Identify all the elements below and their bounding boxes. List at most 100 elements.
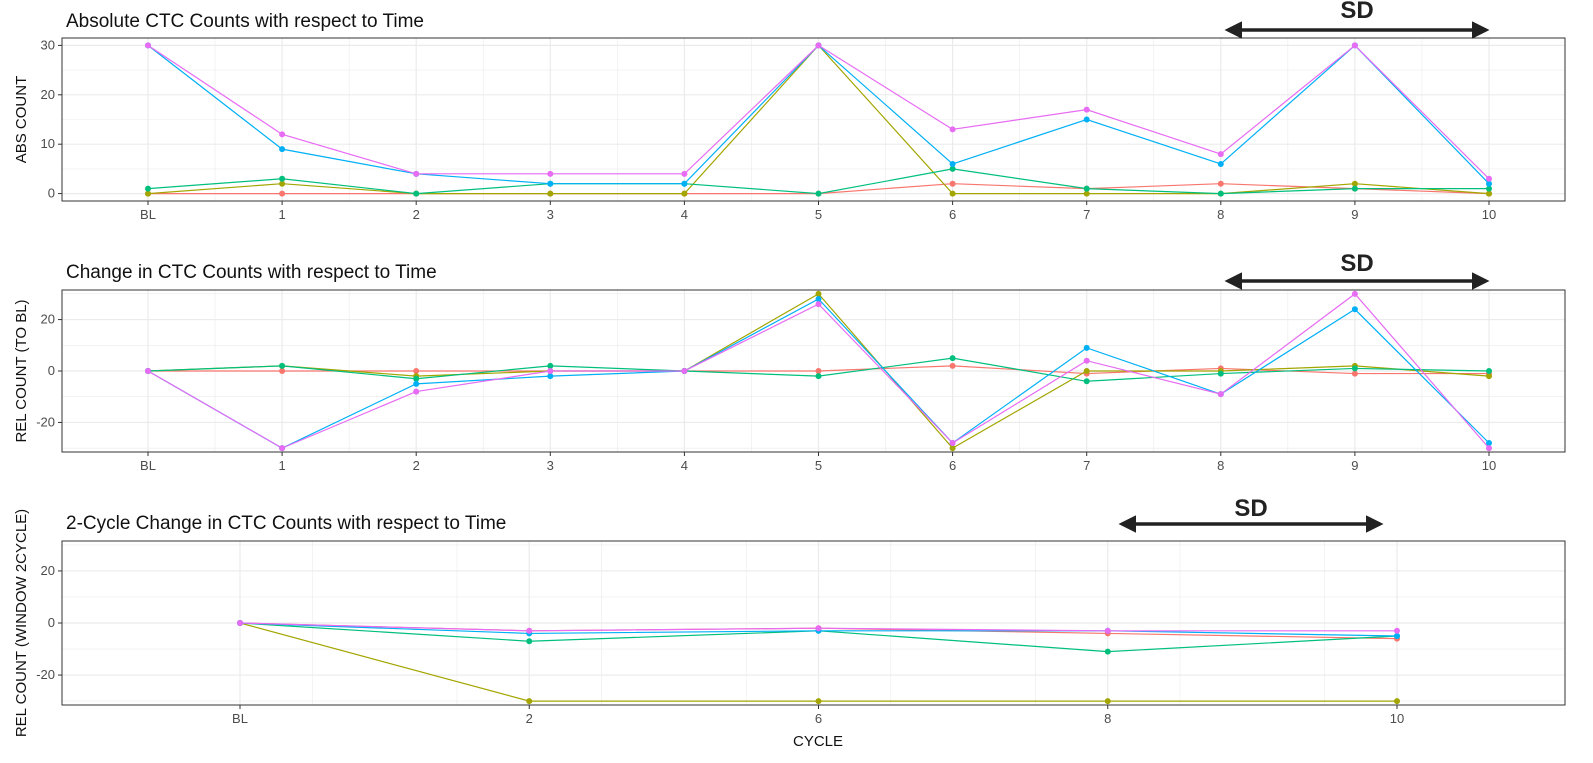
x-tick-label: 6 <box>815 711 822 726</box>
x-tick-label: 7 <box>1083 207 1090 222</box>
data-point <box>1486 445 1492 452</box>
data-point <box>815 625 822 632</box>
data-point <box>413 190 420 197</box>
data-point <box>279 190 286 197</box>
data-point <box>949 362 956 369</box>
chart-panel-1: 0 10 20 30 BL 1 2 3 4 5 6 7 8 9 10 Absolute CTC Counts … <box>13 0 1566 222</box>
x-tick-label: 1 <box>278 458 285 473</box>
data-point <box>815 190 822 197</box>
data-point <box>145 42 151 49</box>
chart-title: 2-Cycle Change in CTC Counts with respec… <box>66 513 506 534</box>
data-point <box>681 368 688 374</box>
data-point <box>1351 290 1358 297</box>
data-point <box>547 368 554 374</box>
data-point <box>1351 42 1358 49</box>
y-tick-label: 30 <box>41 37 55 52</box>
x-tick-label: 8 <box>1217 207 1224 222</box>
y-tick-label: -20 <box>36 667 55 682</box>
data-point <box>145 368 151 374</box>
chart-title: Change in CTC Counts with respect to Tim… <box>66 262 437 283</box>
data-point <box>1083 378 1090 385</box>
x-tick-label: 10 <box>1482 207 1496 222</box>
data-point <box>279 131 286 138</box>
data-point <box>1217 391 1224 398</box>
data-point <box>949 355 956 362</box>
data-point <box>413 375 420 382</box>
chart-panel-3: -20 0 20 BL 2 6 8 10 2-Cycle Change in CTC Count… <box>13 495 1566 737</box>
data-point <box>1486 175 1492 182</box>
x-tick-label: 8 <box>1104 711 1111 726</box>
data-point <box>681 180 688 187</box>
data-point <box>949 165 956 172</box>
data-point <box>815 373 822 380</box>
data-point <box>526 627 533 634</box>
data-point <box>1486 373 1492 380</box>
data-point <box>1217 370 1224 377</box>
data-point <box>1083 368 1090 374</box>
data-point <box>949 440 956 446</box>
data-point <box>1486 440 1492 446</box>
panel-border <box>61 37 1566 202</box>
data-point <box>1394 698 1400 705</box>
data-point <box>526 638 533 645</box>
data-point <box>1351 365 1358 372</box>
data-point <box>949 445 956 452</box>
data-point <box>413 170 420 177</box>
data-point <box>145 190 151 197</box>
y-tick-label: 0 <box>48 186 55 201</box>
data-point <box>815 296 822 302</box>
y-tick-label: 0 <box>48 615 55 630</box>
data-point <box>681 190 688 197</box>
x-tick-label: 8 <box>1217 458 1224 473</box>
x-tick-label: 2 <box>526 711 533 726</box>
data-point <box>949 190 956 197</box>
chart-panel-2: -20 0 20 BL 1 2 3 4 5 6 7 8 9 10 Change in CTC Counts … <box>13 250 1566 473</box>
x-tick-label: 6 <box>949 207 956 222</box>
x-tick-label: 6 <box>949 458 956 473</box>
data-point <box>1351 180 1358 187</box>
y-axis-title: ABS COUNT <box>13 76 30 164</box>
data-point <box>1217 151 1224 158</box>
x-tick-label: 10 <box>1390 711 1404 726</box>
data-point <box>1104 627 1111 634</box>
data-point <box>815 301 822 308</box>
data-point <box>1351 306 1358 313</box>
x-tick-label: 4 <box>681 207 688 222</box>
data-point <box>1486 190 1492 197</box>
data-point <box>1104 648 1111 655</box>
x-tick-label: 2 <box>413 207 420 222</box>
y-tick-label: 10 <box>41 136 55 151</box>
y-axis-title: REL COUNT (TO BL) <box>13 299 30 442</box>
data-point <box>1083 190 1090 197</box>
chart-title: Absolute CTC Counts with respect to Time <box>66 11 424 32</box>
x-tick-label: 5 <box>815 207 822 222</box>
data-point <box>1217 190 1224 197</box>
data-point <box>279 368 286 374</box>
data-point <box>279 175 286 182</box>
y-tick-label: 20 <box>41 87 55 102</box>
data-point <box>1083 116 1090 123</box>
data-point <box>1104 698 1111 705</box>
data-point <box>1394 627 1400 634</box>
data-point <box>279 146 286 153</box>
data-point <box>547 190 554 197</box>
data-point <box>1217 160 1224 167</box>
x-tick-label: 4 <box>681 458 688 473</box>
data-point <box>1351 185 1358 192</box>
x-tick-label: 7 <box>1083 458 1090 473</box>
data-point <box>413 368 420 374</box>
x-axis-title: CYCLE <box>793 733 843 750</box>
data-point <box>547 170 554 177</box>
data-point <box>279 180 286 187</box>
data-point <box>681 170 688 177</box>
data-point <box>526 698 533 705</box>
data-point <box>547 373 554 380</box>
data-point <box>1486 185 1492 192</box>
y-axis-title: REL COUNT (WINDOW 2CYCLE) <box>13 509 30 737</box>
x-tick-label: 10 <box>1482 458 1496 473</box>
data-point <box>1217 180 1224 187</box>
x-tick-label: BL <box>140 458 156 473</box>
y-tick-label: -20 <box>36 414 55 429</box>
panel-border <box>61 289 1566 453</box>
